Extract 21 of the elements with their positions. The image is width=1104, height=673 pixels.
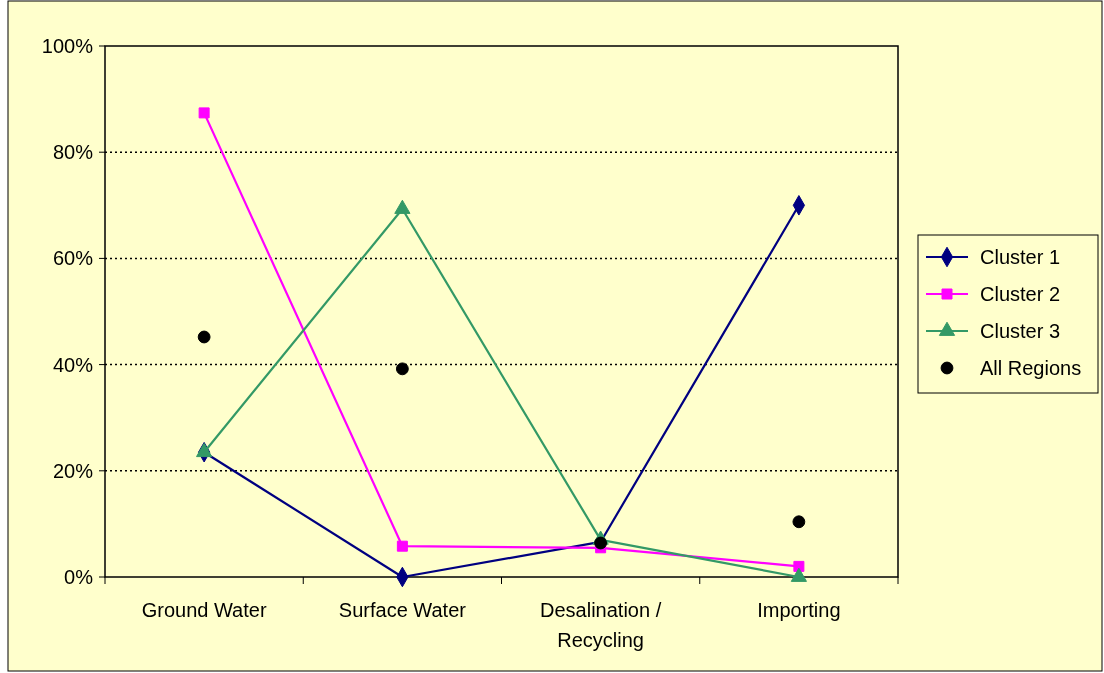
x-tick-label: Importing bbox=[757, 599, 841, 621]
x-tick-label: Ground Water bbox=[141, 599, 267, 621]
legend-label: All Regions bbox=[980, 357, 1082, 379]
point bbox=[793, 560, 805, 572]
point bbox=[395, 362, 409, 376]
point bbox=[197, 330, 211, 344]
point bbox=[396, 540, 408, 552]
legend-label: Cluster 2 bbox=[980, 283, 1061, 305]
point bbox=[198, 107, 210, 119]
x-tick-label: Desalination / Recycling bbox=[540, 599, 662, 651]
y-tick-label: 60% bbox=[52, 247, 94, 270]
x-tick-label: Surface Water bbox=[338, 599, 467, 621]
legend-label: Cluster 1 bbox=[980, 246, 1061, 268]
point bbox=[594, 536, 608, 550]
y-tick-label: 100% bbox=[41, 35, 94, 57]
y-tick-label: 20% bbox=[52, 459, 94, 482]
y-tick-label: 80% bbox=[52, 141, 94, 164]
y-tick-label: 40% bbox=[52, 353, 94, 376]
legend-label: Cluster 3 bbox=[980, 320, 1061, 342]
y-tick-label: 0% bbox=[64, 566, 94, 588]
point bbox=[792, 515, 806, 529]
